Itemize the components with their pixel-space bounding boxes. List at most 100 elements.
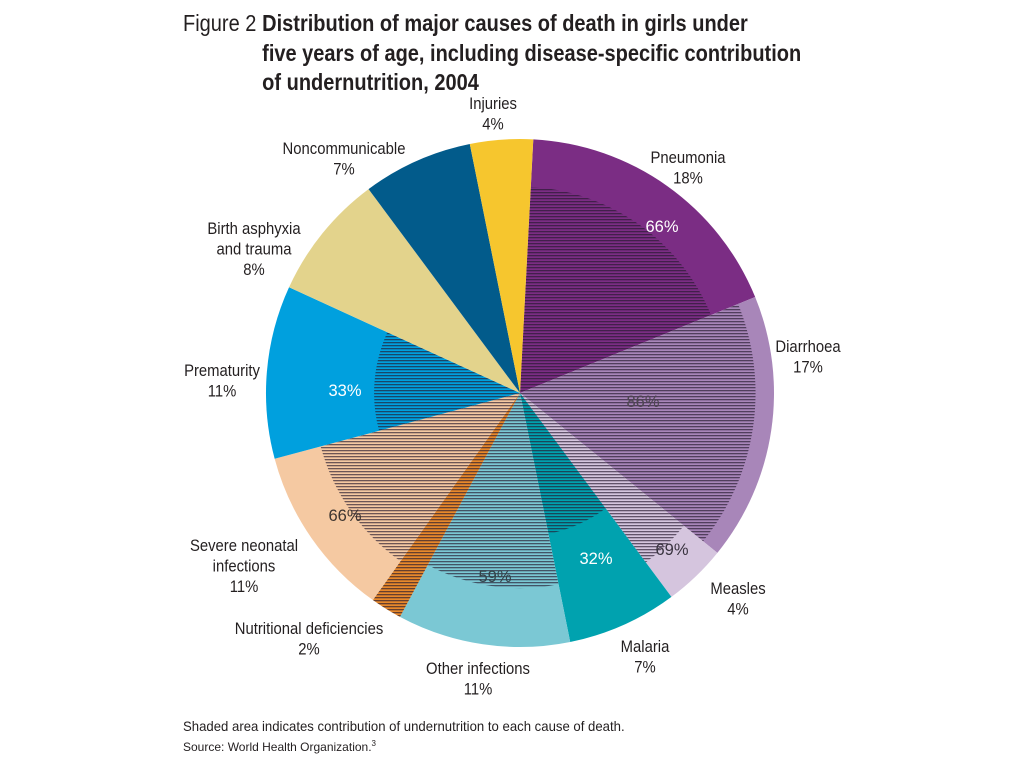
slice-value-unit: % (491, 116, 504, 134)
slice-value-unit: % (810, 359, 823, 377)
slice-birth-asphyxia-and-trauma (289, 189, 520, 393)
slice-value-severe-neonatal-infections: 11% (230, 578, 259, 596)
slice-value-number: 4 (482, 116, 491, 134)
slice-value-unit: % (643, 659, 656, 677)
slice-label-nutritional-deficiencies: Nutritional deficiencies (235, 620, 384, 638)
undernutrition-labels: 66%86%69%32%59%66%33% (328, 218, 688, 586)
slice-value-number: 2 (298, 641, 306, 659)
figure-label: Figure 2 (183, 10, 256, 37)
slice-value-number: 8 (243, 261, 252, 279)
undernutrition-unit: % (347, 382, 362, 400)
slice-label-group-nutritional-deficiencies: Nutritional deficiencies 2% (235, 620, 384, 658)
slice-value-number: 7 (333, 161, 341, 179)
undernutrition-number: 66 (328, 507, 346, 525)
figure-heading: Figure 2 Distribution of major causes of… (183, 10, 801, 96)
undernutrition-shading-other-infections (427, 393, 559, 589)
undernutrition-unit: % (598, 550, 613, 568)
source-text: Source: World Health Organization. (183, 740, 372, 754)
slice-value-number: 11 (208, 383, 223, 401)
slice-value-number: 18 (673, 170, 690, 188)
undernutrition-unit: % (497, 568, 512, 586)
slice-value-unit: % (736, 601, 749, 619)
slice-label-birth-asphyxia-and-trauma-line-1: Birth asphyxia (207, 220, 300, 238)
shading-note: Shaded area indicates contribution of un… (183, 719, 625, 734)
slice-value-unit: % (690, 170, 703, 188)
slice-value-number: 4 (727, 601, 736, 619)
undernutrition-number: 59 (478, 568, 496, 586)
undernutrition-label-prematurity: 33% (328, 382, 361, 400)
undernutrition-label-pneumonia: 66% (645, 218, 678, 236)
undernutrition-number: 86 (626, 393, 644, 411)
source-reference: 3 (372, 739, 377, 748)
slice-label-group-severe-neonatal-infections: Severe neonatal infections 11% (190, 537, 298, 596)
slice-label-injuries: Injuries (469, 95, 517, 113)
undernutrition-shading-pneumonia (520, 186, 712, 393)
chart-title-line-1: Distribution of major causes of death in… (262, 10, 748, 37)
undernutrition-number: 32 (579, 550, 597, 568)
slice-value-other-infections: 11% (464, 681, 493, 699)
slice-injuries (469, 139, 534, 393)
slice-value-unit: % (245, 578, 258, 596)
slice-noncommunicable (368, 144, 520, 393)
slice-label-group-pneumonia: Pneumonia 18% (650, 149, 725, 187)
slice-labels: Pneumonia18%Diarrhoea17%Measles4%Malaria… (184, 95, 841, 698)
slice-value-injuries: 4% (482, 116, 504, 134)
undernutrition-shading-measles (520, 393, 684, 563)
slice-label-measles: Measles (710, 580, 765, 598)
undernutrition-label-malaria: 32% (579, 550, 612, 568)
slice-label-group-birth-asphyxia-and-trauma: Birth asphyxia and trauma 8% (207, 220, 300, 279)
slice-label-severe-neonatal-infections-line-2: infections (213, 558, 276, 576)
undernutrition-shading-severe-neonatal-infections (320, 393, 520, 562)
undernutrition-unit: % (664, 218, 679, 236)
slice-label-group-diarrhoea: Diarrhoea 17% (775, 338, 840, 376)
slice-value-malaria: 7% (634, 659, 656, 677)
slice-value-nutritional-deficiencies: 2% (298, 641, 320, 659)
slice-label-prematurity: Prematurity (184, 362, 260, 380)
undernutrition-shading-nutritional-deficiencies (372, 393, 520, 617)
undernutrition-label-diarrhoea: 86% (626, 393, 659, 411)
slice-value-pneumonia: 18% (673, 170, 703, 188)
slice-value-birth-asphyxia-and-trauma: 8% (243, 261, 265, 279)
undernutrition-shading-prematurity (374, 332, 520, 431)
slice-label-noncommunicable: Noncommunicable (283, 140, 406, 158)
slice-label-group-injuries: Injuries 4% (469, 95, 517, 133)
undernutrition-number: 33 (328, 382, 346, 400)
undernutrition-label-measles: 69% (655, 541, 688, 559)
slice-label-group-malaria: Malaria 7% (621, 638, 670, 676)
slice-value-unit: % (479, 681, 492, 699)
undernutrition-number: 66 (645, 218, 663, 236)
slice-label-severe-neonatal-infections-line-1: Severe neonatal (190, 537, 298, 555)
chart-title-line-3: of undernutrition, 2004 (262, 69, 479, 96)
slice-label-other-infections: Other infections (426, 660, 530, 678)
slice-label-group-noncommunicable: Noncommunicable 7% (283, 140, 406, 178)
slice-label-group-other-infections: Other infections 11% (426, 660, 530, 698)
slice-label-pneumonia: Pneumonia (650, 149, 725, 167)
slice-value-unit: % (307, 641, 320, 659)
chart-title-line-2: five years of age, including disease-spe… (262, 40, 801, 67)
undernutrition-unit: % (645, 393, 660, 411)
source-note: Source: World Health Organization.3 (183, 739, 377, 754)
slice-value-diarrhoea: 17% (793, 359, 823, 377)
slice-label-malaria: Malaria (621, 638, 670, 656)
slice-value-prematurity: 11% (208, 383, 237, 401)
slice-label-group-prematurity: Prematurity 11% (184, 362, 260, 400)
undernutrition-unit: % (347, 507, 362, 525)
undernutrition-label-other-infections: 59% (478, 568, 511, 586)
slice-label-birth-asphyxia-and-trauma-line-2: and trauma (216, 241, 291, 259)
slice-value-unit: % (252, 261, 265, 279)
slice-value-unit: % (223, 383, 236, 401)
pie-chart (265, 139, 775, 648)
slice-value-measles: 4% (727, 601, 749, 619)
undernutrition-number: 69 (655, 541, 673, 559)
slice-label-diarrhoea: Diarrhoea (775, 338, 840, 356)
undernutrition-shading-malaria (520, 393, 606, 534)
undernutrition-label-severe-neonatal-infections: 66% (328, 507, 361, 525)
slice-value-noncommunicable: 7% (333, 161, 355, 179)
slice-value-number: 7 (634, 659, 642, 677)
undernutrition-shading-diarrhoea (520, 304, 756, 542)
slice-value-unit: % (342, 161, 355, 179)
undernutrition-unit: % (674, 541, 689, 559)
footnotes: Shaded area indicates contribution of un… (183, 719, 625, 754)
slice-value-number: 11 (464, 681, 479, 699)
